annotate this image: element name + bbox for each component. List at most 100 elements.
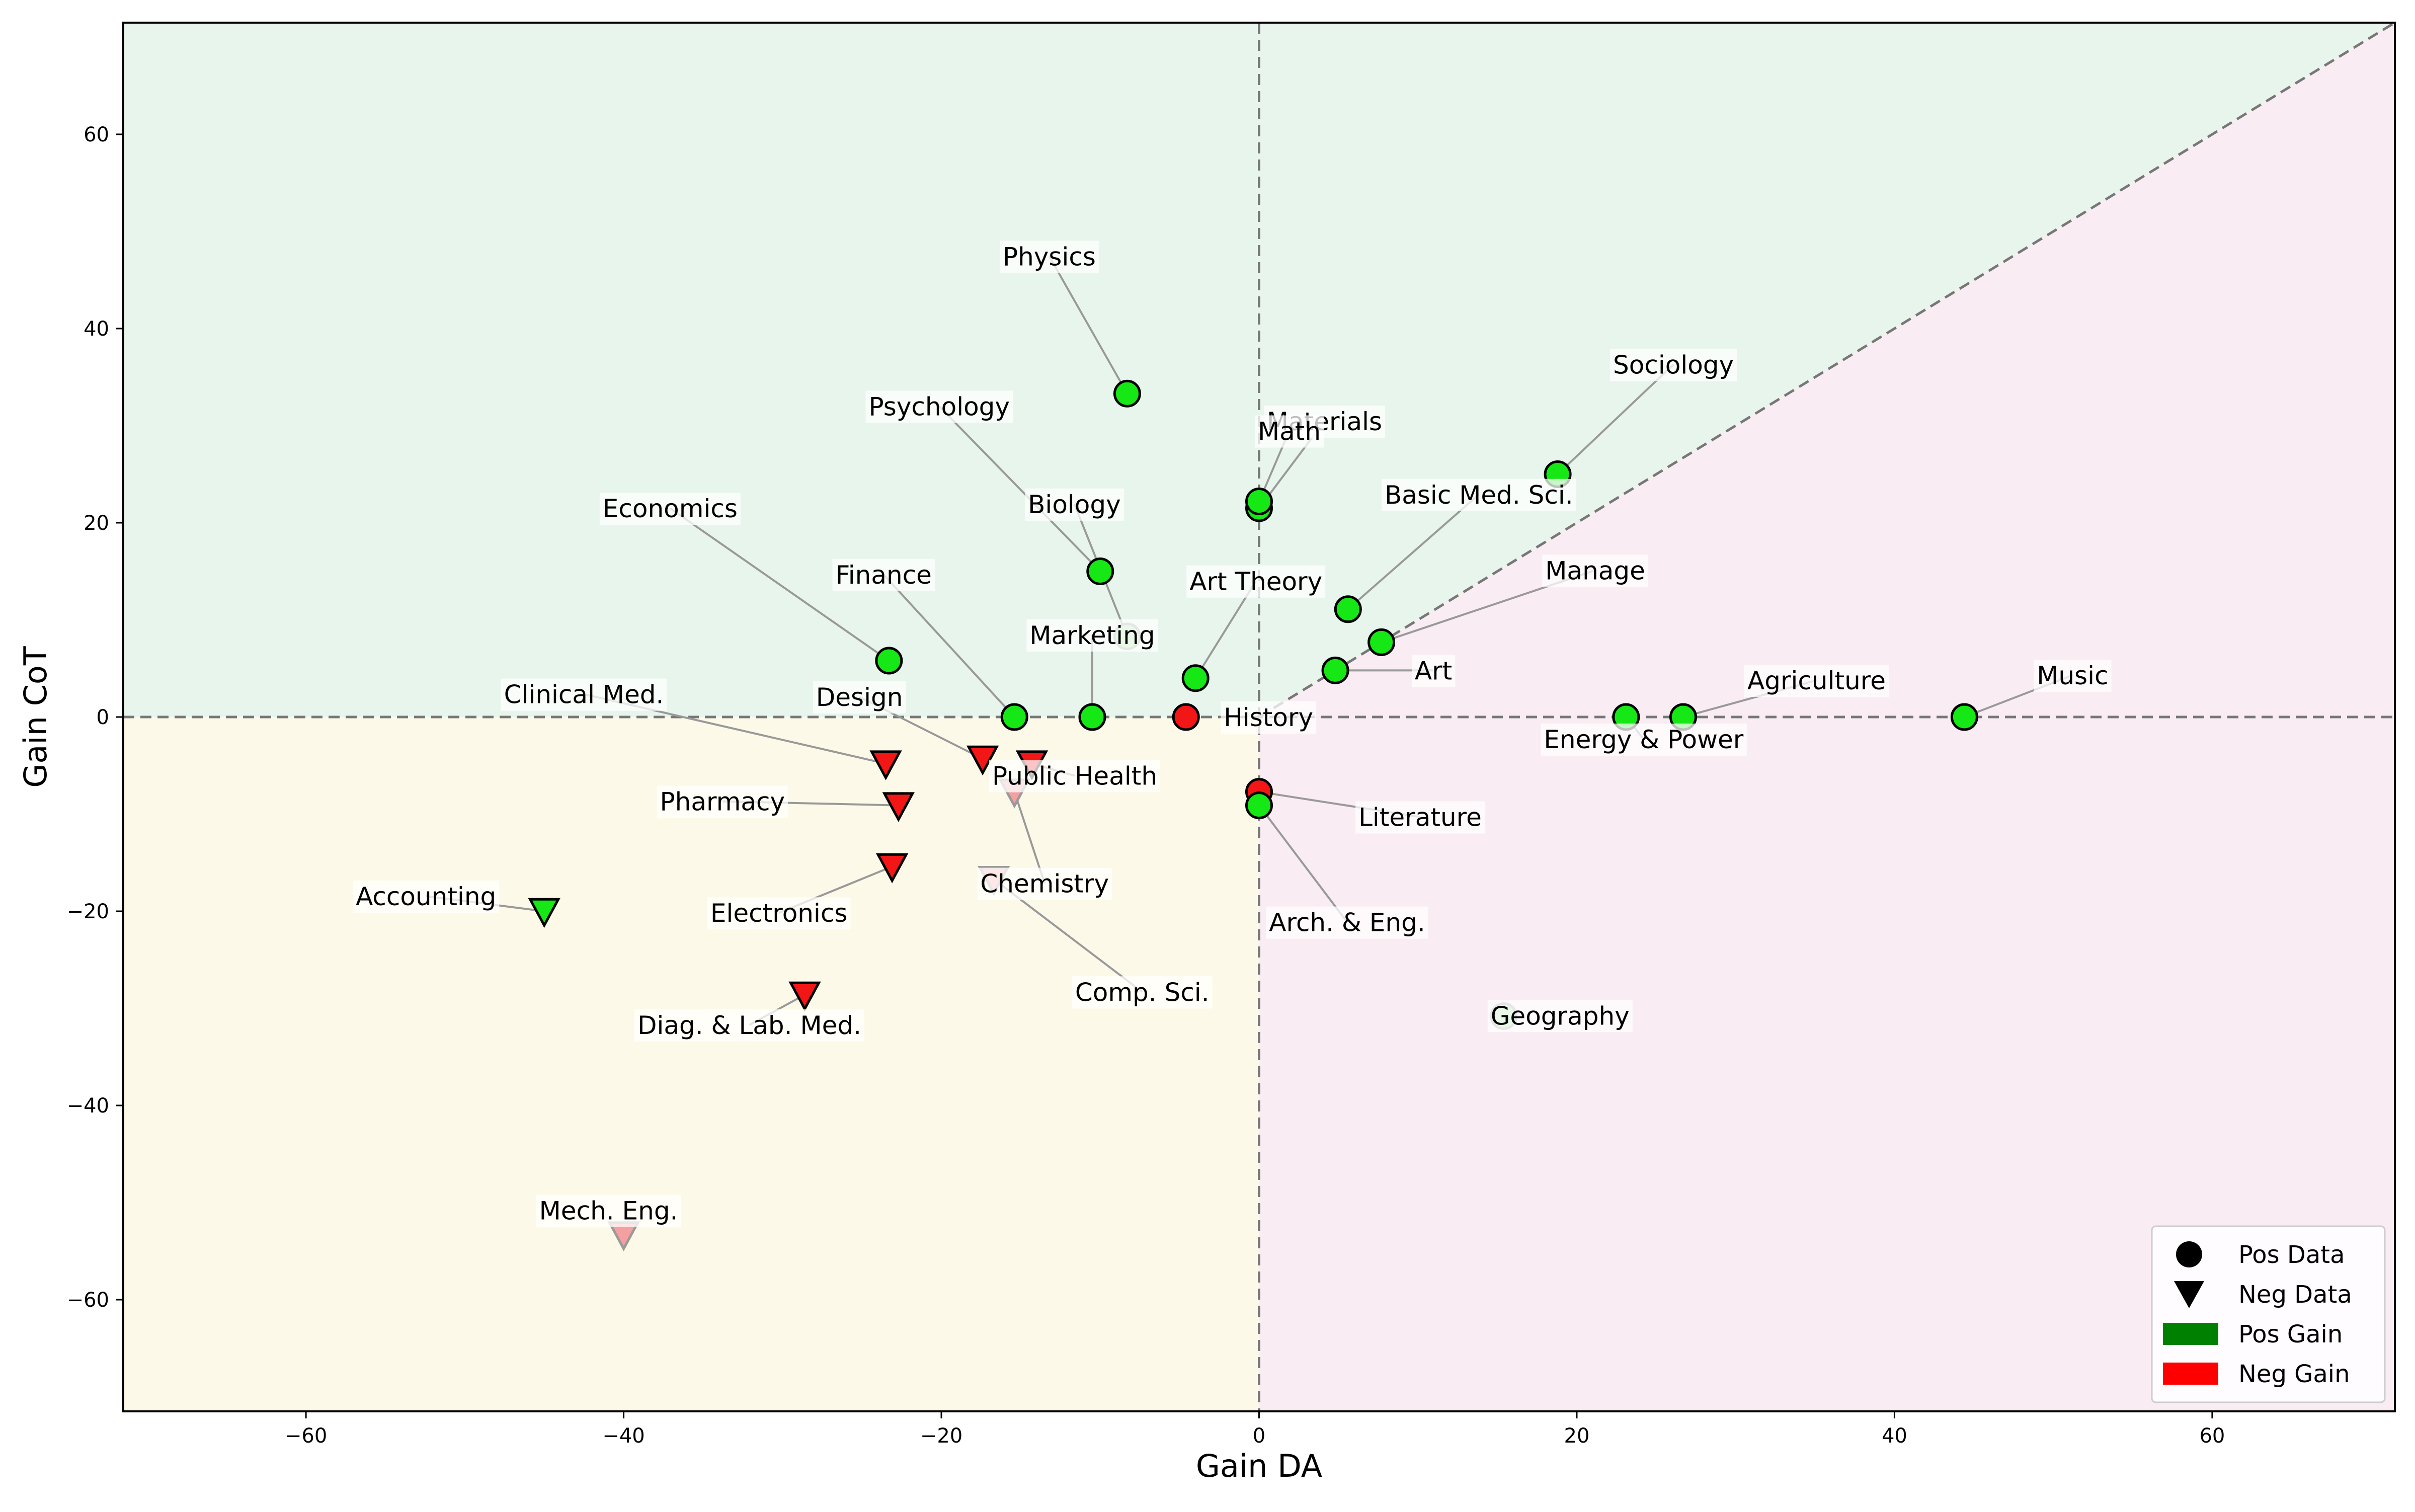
legend-label-neg-gain: Neg Gain xyxy=(2238,1360,2350,1388)
label-group-finance: Finance xyxy=(832,559,935,591)
label-group-geography: Geography xyxy=(1487,1000,1633,1032)
label-box-art-theory xyxy=(1186,565,1326,598)
label-diag-and-lab-med: Diag. & Lab. Med. xyxy=(637,1011,861,1040)
point-labels: PhysicsMaterialsMathSociologyPsychologyB… xyxy=(353,241,2112,1227)
label-box-art xyxy=(1411,655,1456,687)
label-box-basic-med-sci xyxy=(1381,479,1576,511)
y-tick-label: 40 xyxy=(84,317,109,341)
legend-marker-triangle-icon xyxy=(2174,1281,2204,1308)
x-tick-label: 20 xyxy=(1564,1424,1590,1448)
label-box-public-health xyxy=(989,760,1161,792)
label-geography: Geography xyxy=(1491,1001,1630,1030)
leader-finance xyxy=(882,574,1015,718)
label-group-manage: Manage xyxy=(1542,554,1648,587)
label-group-electronics: Electronics xyxy=(707,897,851,930)
legend-patch-pos-gain xyxy=(2163,1323,2218,1345)
label-design: Design xyxy=(816,683,903,712)
label-box-chemistry xyxy=(977,867,1112,900)
label-box-geography xyxy=(1487,1000,1633,1032)
leader-arch-and-eng xyxy=(1258,805,1348,923)
label-art-theory: Art Theory xyxy=(1189,567,1322,596)
point-music xyxy=(1950,703,1978,731)
x-tick-label: −60 xyxy=(285,1424,327,1448)
label-box-sociology xyxy=(1610,349,1737,381)
tick-labels: −60 −40 −20 0 20 40 60 −60 −40 −20 0 20 40 60 xyxy=(67,123,2225,1448)
label-group-energy-and-power: Energy & Power xyxy=(1541,724,1747,756)
label-leader-lines xyxy=(426,256,2073,1026)
label-agriculture: Agriculture xyxy=(1747,666,1886,695)
x-tick-label: 40 xyxy=(1882,1424,1907,1448)
point-finance xyxy=(1000,703,1028,731)
label-box-economics xyxy=(599,493,741,525)
point-diag-and-lab-med xyxy=(788,981,821,1012)
legend-label-pos-gain: Pos Gain xyxy=(2238,1320,2343,1348)
label-history: History xyxy=(1224,703,1313,732)
x-axis-title: Gain DA xyxy=(1196,1448,1322,1484)
label-group-clinical-med: Clinical Med. xyxy=(501,678,667,711)
label-box-mech-eng xyxy=(536,1195,681,1227)
label-box-biology xyxy=(1025,488,1124,521)
y-tick-label: 0 xyxy=(97,706,109,729)
label-comp-sci: Comp. Sci. xyxy=(1075,978,1210,1007)
label-group-arch-and-eng: Arch. & Eng. xyxy=(1266,906,1428,939)
y-tick-label: −20 xyxy=(67,900,109,923)
label-box-finance xyxy=(832,559,935,591)
axes xyxy=(116,22,2396,1418)
label-mech-eng: Mech. Eng. xyxy=(539,1197,678,1226)
label-group-math: Math xyxy=(1254,415,1324,448)
label-box-marketing xyxy=(1026,619,1158,652)
label-biology: Biology xyxy=(1028,490,1121,519)
label-group-history: History xyxy=(1221,701,1317,734)
leader-physics xyxy=(1048,256,1129,394)
leader-psychology xyxy=(938,406,1101,572)
point-arch-and-eng xyxy=(1245,791,1273,820)
label-clinical-med: Clinical Med. xyxy=(504,680,664,709)
point-electronics xyxy=(875,853,909,884)
label-box-literature xyxy=(1355,801,1485,834)
label-box-design xyxy=(813,681,906,713)
point-pharmacy xyxy=(882,792,915,822)
point-psychology xyxy=(1086,557,1114,585)
label-group-basic-med-sci: Basic Med. Sci. xyxy=(1381,479,1576,511)
label-pharmacy: Pharmacy xyxy=(660,787,785,817)
point-clinical-med xyxy=(869,750,902,780)
label-literature: Literature xyxy=(1358,803,1482,832)
label-finance: Finance xyxy=(836,561,932,590)
label-marketing: Marketing xyxy=(1029,621,1155,650)
point-art xyxy=(1321,656,1349,684)
label-box-arch-and-eng xyxy=(1266,906,1428,939)
legend: Pos Data Neg Data Pos Gain Neg Gain xyxy=(2151,1225,2386,1403)
label-box-pharmacy xyxy=(657,785,788,818)
label-group-chemistry: Chemistry xyxy=(977,867,1112,900)
label-group-mech-eng: Mech. Eng. xyxy=(536,1195,681,1227)
legend-box xyxy=(2151,1225,2386,1403)
label-electronics: Electronics xyxy=(710,899,848,928)
label-arch-and-eng: Arch. & Eng. xyxy=(1269,908,1425,937)
point-manage xyxy=(1367,628,1396,656)
label-box-comp-sci xyxy=(1072,976,1213,1009)
point-art-theory xyxy=(1181,664,1210,692)
label-group-design: Design xyxy=(813,681,906,713)
label-economics: Economics xyxy=(603,494,738,523)
point-economics xyxy=(875,647,903,675)
label-group-art: Art xyxy=(1411,655,1456,687)
y-tick-label: −40 xyxy=(67,1094,109,1118)
label-group-psychology: Psychology xyxy=(865,390,1013,423)
label-accounting: Accounting xyxy=(356,882,496,911)
label-group-agriculture: Agriculture xyxy=(1744,665,1889,697)
label-box-electronics xyxy=(707,897,851,930)
x-tick-label: 0 xyxy=(1253,1424,1265,1448)
label-physics: Physics xyxy=(1003,242,1096,271)
label-group-diag-and-lab-med: Diag. & Lab. Med. xyxy=(634,1009,864,1042)
label-box-history xyxy=(1221,701,1317,734)
legend-label-pos-data: Pos Data xyxy=(2238,1241,2345,1269)
label-box-energy-and-power xyxy=(1541,724,1747,756)
point-accounting xyxy=(528,898,560,928)
point-physics xyxy=(1113,379,1141,408)
label-box-music xyxy=(2034,660,2112,692)
label-public-health: Public Health xyxy=(992,762,1157,791)
point-marketing xyxy=(1078,703,1106,731)
label-music: Music xyxy=(2037,661,2108,690)
